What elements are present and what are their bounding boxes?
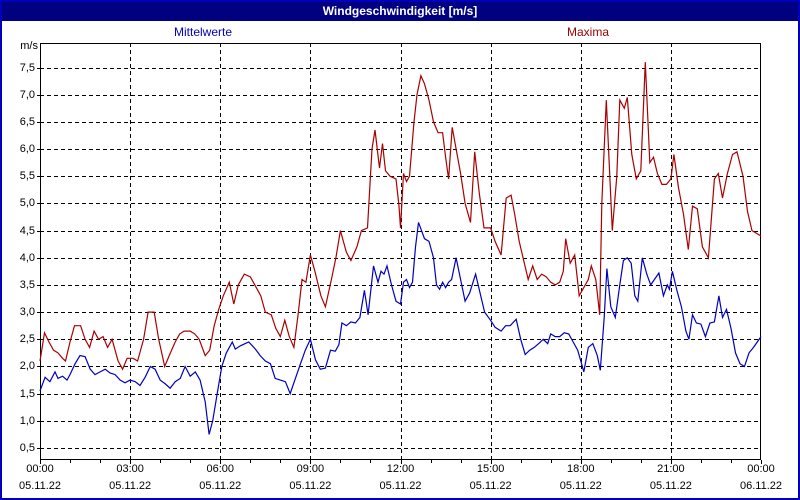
mittelwerte-line <box>39 222 762 435</box>
y-tick-label: 6,5 <box>19 115 35 128</box>
x-tick-date: 05.11.22 <box>469 480 512 492</box>
x-tick-time: 12:00 <box>386 463 415 475</box>
x-tick-time: 00:00 <box>747 463 775 475</box>
x-tick-date: 05.11.22 <box>18 480 61 492</box>
x-tick-time: 03:00 <box>116 463 144 475</box>
x-tick-date: 05.11.22 <box>109 480 152 492</box>
x-tick-date: 05.11.22 <box>559 480 602 492</box>
x-tick-time: 09:00 <box>296 463 325 475</box>
y-tick-label: 1,0 <box>19 414 35 427</box>
y-tick-label: 5,5 <box>19 170 35 183</box>
y-tick-label: 4,0 <box>19 251 35 264</box>
y-axis-unit-label: m/s <box>20 40 38 52</box>
x-tick-time: 21:00 <box>657 463 685 475</box>
x-tick-date: 05.11.22 <box>289 480 332 492</box>
maxima-line <box>39 62 762 371</box>
x-tick-date: 06.11.22 <box>739 480 782 492</box>
y-tick-label: 7,5 <box>19 61 35 74</box>
y-tick-label: 0,5 <box>19 442 35 454</box>
window-title: Windgeschwindigkeit [m/s] <box>322 4 478 18</box>
legend-maxima: Maxima <box>566 25 609 39</box>
y-tick-label: 5,0 <box>19 197 35 210</box>
y-tick-label: 3,0 <box>19 306 35 319</box>
x-tick-date: 05.11.22 <box>199 480 242 492</box>
y-tick-label: 2,5 <box>19 333 35 346</box>
y-tick-label: 3,5 <box>19 278 35 291</box>
x-tick-time: 06:00 <box>206 463 235 475</box>
y-tick-label: 4,5 <box>19 224 35 237</box>
x-tick-time: 00:00 <box>26 463 54 475</box>
title-bar: Windgeschwindigkeit [m/s] <box>2 2 798 21</box>
plot-area <box>40 43 761 460</box>
x-tick-time: 15:00 <box>476 463 505 475</box>
y-tick-label: 1,5 <box>19 387 35 400</box>
y-tick-label: 2,0 <box>19 360 35 373</box>
y-tick-label: 6,0 <box>19 143 35 156</box>
x-tick-date: 05.11.22 <box>649 480 692 492</box>
x-tick-time: 18:00 <box>566 463 595 475</box>
y-tick-label: 7,0 <box>19 88 35 101</box>
x-tick-date: 05.11.22 <box>379 480 422 492</box>
legend-mittelwerte: Mittelwerte <box>173 25 232 39</box>
